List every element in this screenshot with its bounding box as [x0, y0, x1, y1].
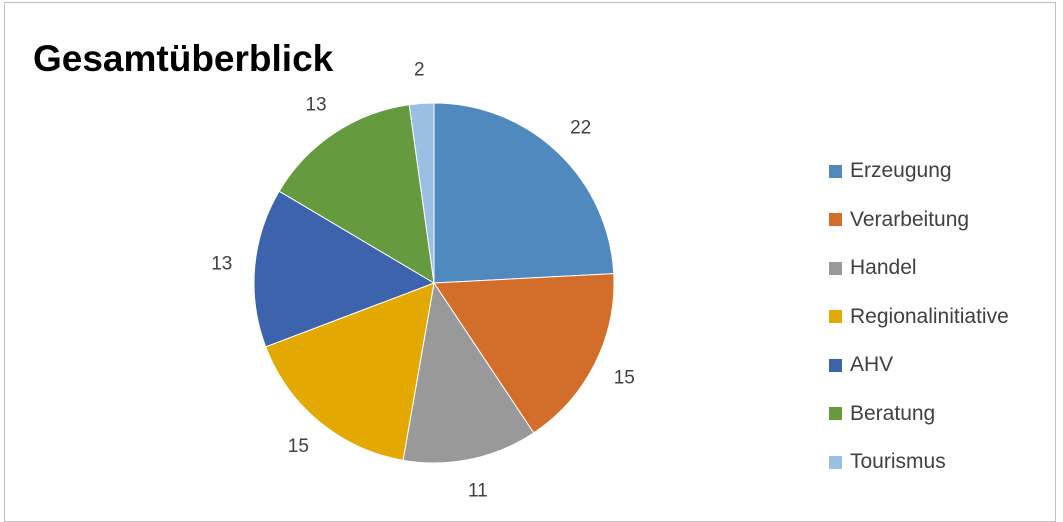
- legend-item-erzeugung: Erzeugung: [829, 147, 1009, 196]
- legend-item-beratung: Beratung: [829, 390, 1009, 439]
- legend-label: AHV: [850, 353, 894, 377]
- pie-slice-ahv: [253, 190, 436, 348]
- pie-slice-beratung: [278, 104, 435, 284]
- data-label-regionalinitiative: 15: [288, 436, 309, 457]
- legend-label: Verarbeitung: [850, 207, 970, 231]
- legend-swatch: [829, 261, 842, 275]
- pie-slice-verarbeitung: [433, 273, 615, 434]
- legend-item-verarbeitung: Verarbeitung: [829, 196, 1009, 245]
- pie-slice-erzeugung: [433, 102, 615, 284]
- legend-label: Tourismus: [850, 450, 946, 474]
- data-label-ahv: 13: [211, 254, 232, 275]
- legend-swatch: [829, 455, 842, 469]
- legend-label: Handel: [850, 256, 917, 280]
- pie-chart: 22 15 11 15 13 13 2: [211, 60, 635, 502]
- data-label-handel: 11: [468, 480, 488, 501]
- legend-item-ahv: AHV: [829, 341, 1009, 390]
- pie-slice-handel: [402, 281, 535, 464]
- legend-swatch: [829, 407, 842, 421]
- chart-title: Gesamtüberblick: [33, 38, 334, 79]
- pie-slice-tourismus: [408, 102, 435, 284]
- legend-swatch: [829, 213, 842, 227]
- legend-item-regionalinitiative: Regionalinitiative: [829, 293, 1009, 342]
- data-label-beratung: 13: [305, 95, 326, 116]
- chart-legend: Erzeugung Verarbeitung Handel Regionaliniti…: [829, 147, 1009, 487]
- pie-slices: [253, 102, 615, 464]
- legend-label: Regionalinitiative: [850, 304, 1009, 328]
- legend-swatch: [829, 358, 842, 372]
- legend-item-tourismus: Tourismus: [829, 438, 1009, 487]
- legend-label: Beratung: [850, 401, 936, 425]
- legend-item-handel: Handel: [829, 244, 1009, 293]
- data-labels: 22 15 11 15 13 13 2: [211, 60, 635, 502]
- pie-slice-regionalinitiative: [265, 282, 435, 461]
- data-label-verarbeitung: 15: [614, 368, 635, 389]
- legend-swatch: [829, 310, 842, 324]
- data-label-erzeugung: 22: [570, 118, 591, 139]
- data-label-tourismus: 2: [414, 60, 425, 81]
- legend-label: Erzeugung: [850, 159, 952, 183]
- legend-swatch: [829, 164, 842, 178]
